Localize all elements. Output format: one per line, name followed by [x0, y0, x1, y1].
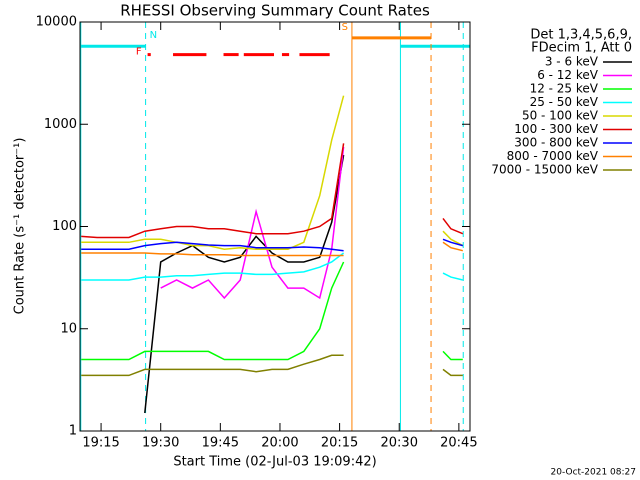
- legend-header: FDecim 1, Att 0: [531, 41, 632, 56]
- x-tick-label: 19:30: [142, 436, 179, 451]
- x-tick-label: 19:45: [202, 436, 239, 451]
- series-line: [81, 252, 463, 281]
- legend-label: 100 - 300 keV: [514, 122, 598, 136]
- y-tick-label: 10: [60, 321, 77, 336]
- y-axis-label: Count Rate (s⁻¹ detector⁻¹): [13, 138, 28, 315]
- series-line: [81, 238, 464, 252]
- series-line: [81, 241, 463, 257]
- series-line: [81, 95, 464, 250]
- legend-label: 12 - 25 keV: [530, 82, 599, 96]
- x-tick-label: 19:15: [82, 436, 119, 451]
- y-tick-label: 1000: [44, 117, 77, 132]
- x-axis-label: Start Time (02-Jul-03 19:09:42): [173, 455, 376, 470]
- series-line: [160, 146, 345, 300]
- legend-label: 25 - 50 keV: [530, 95, 599, 109]
- legend-label: 50 - 100 keV: [522, 109, 599, 123]
- y-tick-label: 10000: [36, 15, 77, 30]
- legend-label: 800 - 7000 keV: [507, 149, 599, 163]
- x-tick-label: 20:30: [381, 436, 418, 451]
- series-line: [81, 261, 463, 361]
- x-tick-label: 20:00: [261, 436, 298, 451]
- legend-label: 6 - 12 keV: [537, 68, 599, 82]
- legend-label: 7000 - 15000 keV: [491, 163, 598, 177]
- series-line: [144, 154, 345, 414]
- legend-label: 3 - 6 keV: [545, 55, 599, 69]
- y-tick-label: 100: [52, 219, 77, 234]
- legend-label: 300 - 800 keV: [514, 136, 598, 150]
- legend-header: Det 1,3,4,5,6,9,: [530, 28, 632, 43]
- series-line: [81, 143, 464, 239]
- flag-label: S: [342, 22, 348, 33]
- x-tick-label: 20:15: [321, 436, 358, 451]
- y-tick-label: 1: [69, 424, 77, 439]
- flag-label: F: [136, 47, 142, 58]
- x-tick-label: 20:45: [440, 436, 477, 451]
- chart-title: RHESSI Observing Summary Count Rates: [120, 2, 430, 20]
- flag-label: N: [150, 30, 157, 41]
- footer: 20-Oct-2021 08:27: [551, 468, 636, 478]
- series-line: [81, 354, 463, 377]
